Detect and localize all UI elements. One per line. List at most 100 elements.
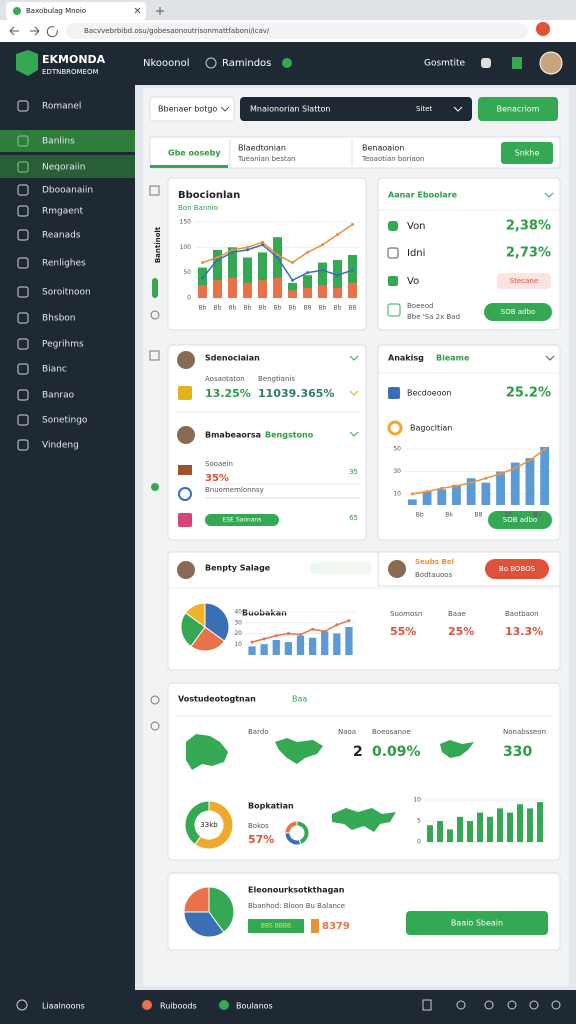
icon (388, 276, 398, 286)
footer-item[interactable]: Liaalnoons (42, 1002, 85, 1011)
nav-item[interactable]: Nkooonol (143, 58, 190, 69)
slice (183, 886, 210, 913)
icon (387, 303, 401, 317)
label: Naoa (338, 728, 356, 736)
point (286, 632, 290, 635)
profile[interactable] (536, 22, 550, 36)
x-tick-label: Bo (533, 512, 541, 519)
button[interactable] (484, 303, 552, 321)
nav-buttons[interactable] (9, 26, 58, 38)
bar (318, 262, 327, 298)
row-title: Bmabeaorsa (205, 431, 261, 440)
point (201, 276, 204, 280)
sidebar-item[interactable]: Pegrihms (42, 340, 84, 350)
card-title: Vostudeotogtnan (178, 695, 256, 704)
nav-item[interactable]: Ramindos (222, 58, 271, 69)
bar (437, 821, 443, 842)
search[interactable] (240, 97, 472, 121)
card-title: Aanar Eboolare (388, 191, 458, 200)
bar (517, 804, 523, 842)
row-value: 35% (205, 473, 229, 484)
y-tick-label: 10 (234, 641, 242, 648)
bar (248, 646, 256, 655)
bar (407, 499, 417, 505)
tab[interactable] (6, 2, 146, 20)
point (347, 619, 351, 623)
tab[interactable]: Gbe ooseby (168, 149, 221, 158)
y-tick-label: 20 (234, 630, 242, 637)
pill (205, 514, 279, 526)
icon (16, 999, 28, 1011)
sidebar-item[interactable]: Bhsbon (42, 314, 76, 324)
button[interactable] (501, 142, 553, 164)
x-tick-label: Bb (259, 305, 267, 312)
pill (248, 919, 304, 933)
sidebar-item[interactable]: Rmgaent (42, 207, 83, 217)
sidebar-item[interactable]: Sonetingo (42, 416, 88, 426)
y-tick-label: 50 (183, 269, 191, 276)
tab-underline (150, 165, 228, 168)
button-label: SOB adbo (503, 516, 537, 524)
sidebar-item[interactable]: Dbooanaiin (42, 186, 93, 196)
sidebar-item[interactable]: Renlighes (42, 259, 86, 269)
footer-item[interactable]: Boulanos (236, 1002, 273, 1011)
avatar[interactable] (539, 51, 563, 75)
icon (178, 465, 192, 475)
sidebar-item[interactable]: Soroitnoon (42, 288, 91, 298)
value: 8379 (322, 921, 350, 932)
col-label: Aosaotaton (205, 375, 245, 383)
bar (333, 260, 342, 298)
marker (311, 919, 319, 933)
x-tick-label: Bb (319, 305, 327, 312)
side-title: Seubs Bel (415, 558, 454, 566)
sidebar-icon (17, 338, 29, 350)
button[interactable] (488, 511, 552, 529)
sidebar-item[interactable]: Neqoraiin (42, 163, 85, 173)
value: 13.25% (205, 387, 251, 400)
donut-label: 33kb (200, 821, 218, 829)
point (299, 633, 302, 637)
icon[interactable] (481, 58, 491, 68)
card (167, 344, 367, 541)
row-label: Idni (407, 248, 425, 259)
sidebar-item[interactable]: Reanads (42, 231, 81, 241)
bar (288, 290, 297, 298)
button[interactable] (478, 97, 558, 121)
sidebar-item[interactable]: Romanel (42, 102, 81, 112)
active-item (0, 155, 135, 178)
sidebar-item[interactable]: Vindeng (42, 441, 79, 451)
icon[interactable] (512, 57, 522, 69)
tab[interactable]: Benaoaion (362, 144, 404, 153)
footer-item[interactable]: Ruiboods (160, 1002, 197, 1011)
bar (527, 808, 533, 842)
point (216, 255, 219, 259)
footer-icons (422, 999, 561, 1011)
bar (228, 277, 237, 298)
url-field[interactable] (66, 23, 528, 39)
sidebar-item[interactable]: Bianc (42, 365, 67, 375)
row-value: 25.2% (506, 386, 551, 401)
row-side: 65 (349, 514, 358, 522)
sidebar-item[interactable]: Banlins (42, 137, 75, 147)
y-tick-label: 10 (413, 797, 421, 804)
value: 11039.365% (258, 387, 334, 400)
tab-controls[interactable] (134, 7, 164, 15)
bar (348, 282, 357, 298)
button[interactable] (406, 911, 548, 935)
slice (184, 800, 210, 846)
icon (178, 513, 192, 527)
bar (198, 267, 207, 298)
chevron (545, 355, 555, 361)
y-tick-label: 40 (234, 609, 242, 616)
tab[interactable]: Blaedtonian (238, 144, 286, 153)
row-side: 35 (349, 468, 358, 476)
pill (310, 562, 372, 574)
select[interactable] (149, 96, 235, 122)
stat-label: Baae (448, 610, 466, 618)
stat-value: 55% (390, 625, 416, 638)
bar (273, 237, 282, 298)
sidebar-item[interactable]: Banrao (42, 391, 75, 401)
button[interactable] (485, 559, 549, 579)
